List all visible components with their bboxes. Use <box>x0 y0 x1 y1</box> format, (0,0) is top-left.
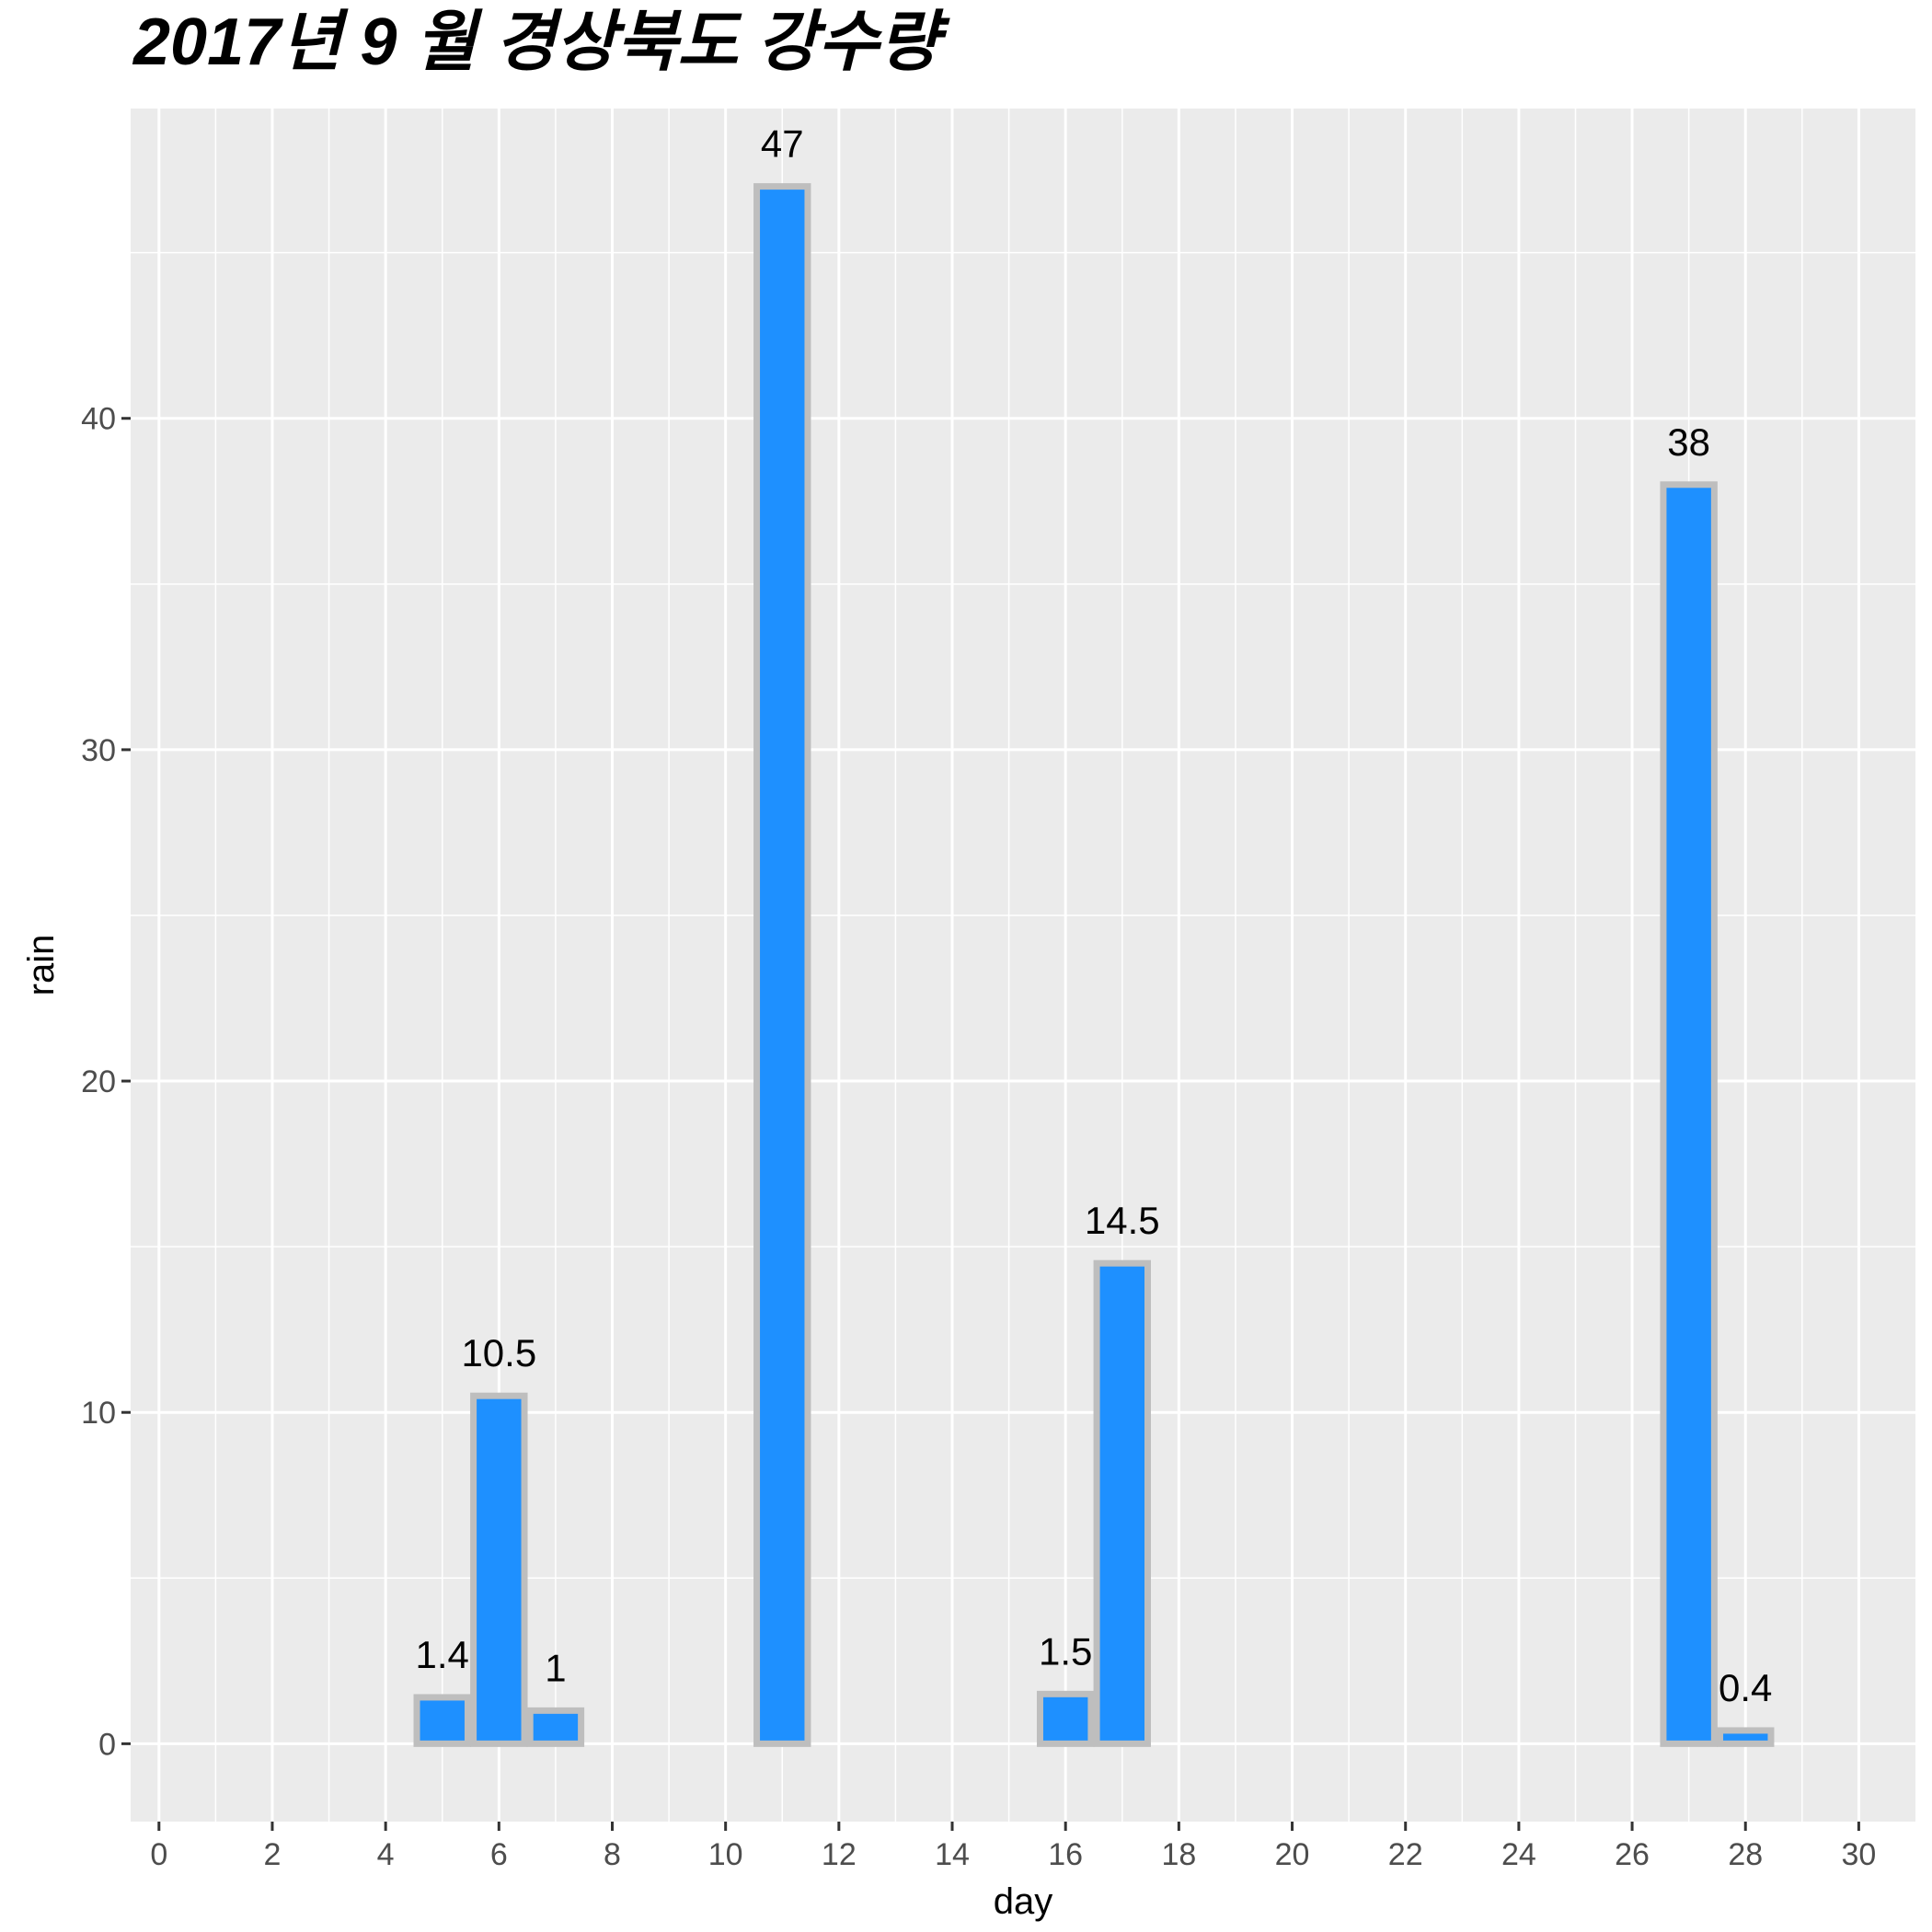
y-tick-label: 40 <box>81 402 116 437</box>
x-tick-label: 18 <box>1161 1837 1196 1872</box>
x-tick-label: 4 <box>377 1837 395 1872</box>
x-tick-label: 30 <box>1841 1837 1876 1872</box>
x-tick-label: 6 <box>490 1837 508 1872</box>
bar-day-7 <box>526 1707 585 1747</box>
data-labels: 1.4 10.5 1 47 1.5 14.5 38 0.4 <box>416 122 1773 1709</box>
x-tick-label: 10 <box>708 1837 743 1872</box>
y-tick-label: 10 <box>81 1396 116 1431</box>
x-tick-label: 22 <box>1388 1837 1423 1872</box>
bars <box>413 183 1775 1747</box>
data-label-day-11: 47 <box>761 122 804 166</box>
data-label-day-28: 0.4 <box>1719 1666 1772 1709</box>
x-tick-label: 2 <box>264 1837 282 1872</box>
x-tick-label: 8 <box>604 1837 621 1872</box>
y-axis-title: rain <box>21 935 62 996</box>
y-tick-label: 30 <box>81 733 116 768</box>
data-label-day-16: 1.5 <box>1039 1629 1092 1673</box>
x-axis: 0 2 4 6 8 10 12 14 16 18 20 22 24 26 28 30 <box>150 1822 1876 1872</box>
x-tick-label: 16 <box>1048 1837 1083 1872</box>
x-tick-label: 14 <box>935 1837 970 1872</box>
data-label-day-7: 1 <box>545 1646 566 1689</box>
bar-day-17 <box>1093 1259 1151 1747</box>
chart-title: 2017년 9 월 경상북도 강수량 <box>132 6 950 79</box>
major-gridlines <box>131 109 1915 1822</box>
bar-day-28 <box>1717 1727 1775 1747</box>
bar-day-27 <box>1660 481 1718 1747</box>
plot-panel <box>131 109 1915 1822</box>
x-axis-title: day <box>994 1881 1053 1922</box>
bar-day-5 <box>413 1694 471 1747</box>
y-tick-label: 20 <box>81 1064 116 1099</box>
data-label-day-17: 14.5 <box>1085 1199 1160 1242</box>
x-tick-label: 26 <box>1615 1837 1650 1872</box>
y-axis: 0 10 20 30 40 <box>81 402 131 1762</box>
bar-day-6 <box>470 1392 528 1747</box>
x-tick-label: 20 <box>1275 1837 1310 1872</box>
x-tick-label: 12 <box>822 1837 857 1872</box>
x-tick-label: 28 <box>1728 1837 1763 1872</box>
bar-day-16 <box>1036 1690 1095 1747</box>
data-label-day-5: 1.4 <box>416 1633 469 1676</box>
x-tick-label: 0 <box>150 1837 167 1872</box>
data-label-day-6: 10.5 <box>461 1331 536 1374</box>
y-tick-label: 0 <box>98 1727 116 1762</box>
data-label-day-27: 38 <box>1667 420 1710 464</box>
x-tick-label: 24 <box>1501 1837 1536 1872</box>
bar-day-11 <box>753 183 811 1747</box>
